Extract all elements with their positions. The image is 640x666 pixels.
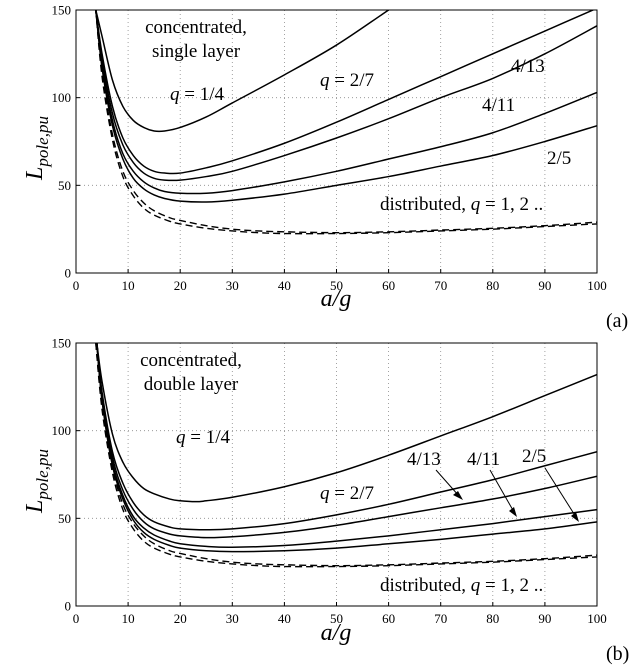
- label-q-4-11-a: 4/11: [482, 95, 515, 116]
- x-tick-label-60-a: 60: [382, 278, 395, 293]
- x-tick-label-70-b: 70: [434, 611, 447, 626]
- x-tick-label-100-a: 100: [587, 278, 607, 293]
- x-tick-label-90-b: 90: [538, 611, 551, 626]
- annotation-title-line1-b: concentrated,: [140, 350, 242, 371]
- y-tick-label-150-a: 150: [52, 3, 72, 18]
- label-distributed-b: distributed, q = 1, 2 ..: [380, 575, 543, 596]
- x-tick-label-30-a: 30: [226, 278, 239, 293]
- series-line-3-b: [97, 343, 597, 538]
- x-tick-label-80-b: 80: [486, 611, 499, 626]
- y-tick-label-0-b: 0: [65, 599, 72, 614]
- y-tick-label-100-b: 100: [52, 423, 72, 438]
- x-tick-label-20-b: 20: [174, 611, 187, 626]
- label-q-2-7-b: q = 2/7: [320, 483, 374, 504]
- y-tick-label-150-b: 150: [52, 336, 72, 351]
- x-tick-label-0-a: 0: [73, 278, 80, 293]
- x-tick-label-0-b: 0: [73, 611, 80, 626]
- annotation-title-line2-a: single layer: [152, 41, 241, 62]
- x-tick-label-30-b: 30: [226, 611, 239, 626]
- y-axis-label-b: Lpole,pu: [22, 449, 52, 514]
- arrow-4-13-b: [436, 470, 463, 500]
- label-distributed-a: distributed, q = 1, 2 ..: [380, 194, 543, 215]
- x-tick-label-60-b: 60: [382, 611, 395, 626]
- y-tick-label-100-a: 100: [52, 90, 72, 105]
- x-tick-label-10-b: 10: [122, 611, 135, 626]
- panel-label-a: (a): [606, 310, 628, 332]
- x-tick-label-20-a: 20: [174, 278, 187, 293]
- label-q-4-13-a: 4/13: [511, 56, 545, 77]
- x-tick-label-40-b: 40: [278, 611, 291, 626]
- x-tick-label-90-a: 90: [538, 278, 551, 293]
- x-tick-label-70-a: 70: [434, 278, 447, 293]
- label-q-2-5-b: 2/5: [522, 446, 546, 467]
- label-q-1-4-a: q = 1/4: [170, 84, 224, 105]
- y-axis-label-a: Lpole,pu: [22, 116, 52, 181]
- label-q-4-13-b: 4/13: [407, 449, 441, 470]
- y-tick-label-50-b: 50: [58, 511, 71, 526]
- annotation-title-line2-b: double layer: [144, 374, 239, 395]
- x-axis-label-a: a/g: [321, 286, 352, 312]
- x-tick-label-100-b: 100: [587, 611, 607, 626]
- label-q-4-11-b: 4/11: [467, 449, 500, 470]
- label-q-2-5-a: 2/5: [547, 148, 571, 169]
- panel-label-b: (b): [606, 643, 629, 665]
- x-axis-label-b: a/g: [321, 620, 352, 646]
- label-q-2-7-a: q = 2/7: [320, 70, 374, 91]
- x-tick-label-80-a: 80: [486, 278, 499, 293]
- x-tick-label-40-a: 40: [278, 278, 291, 293]
- y-tick-label-50-a: 50: [58, 178, 71, 193]
- label-q-1-4-b: q = 1/4: [176, 427, 230, 448]
- y-tick-label-0-a: 0: [65, 266, 72, 281]
- x-tick-label-10-a: 10: [122, 278, 135, 293]
- annotation-title-line1-a: concentrated,: [145, 17, 247, 38]
